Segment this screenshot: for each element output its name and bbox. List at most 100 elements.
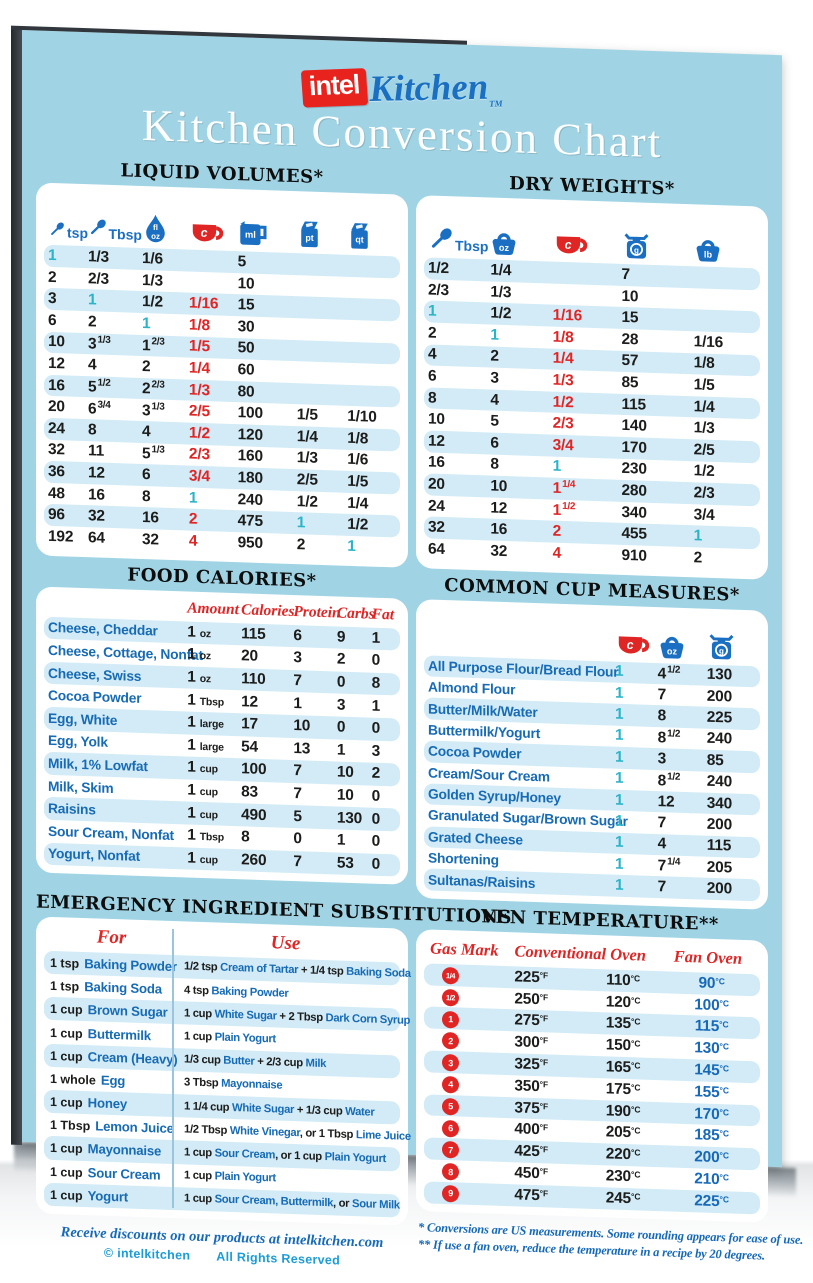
for-cell: 1 cup Buttermilk	[48, 1024, 175, 1043]
gas-mark-badge: 6	[442, 1119, 459, 1138]
table-cell: 5 1/2	[88, 377, 111, 396]
table-cell: 1/16	[552, 306, 582, 325]
column-header-lb: lb	[694, 237, 756, 265]
table-cell: 170	[621, 438, 647, 457]
table-cell: 115	[621, 395, 646, 414]
column-header-conventional-oven: Conventional Oven	[514, 941, 646, 965]
use-segment: Plain Yogurt	[214, 1170, 276, 1185]
table-cell	[553, 294, 622, 296]
kitchen-conversion-chart-poster: intel KitchenTM Kitchen Conversion Chart…	[22, 30, 803, 1267]
table-cell: 4	[490, 391, 499, 409]
table-cell: 8	[371, 674, 381, 692]
table-cell: 50	[237, 339, 255, 358]
table-cell: 2/3	[552, 414, 574, 433]
use-segment: 1/3 cup	[184, 1053, 224, 1067]
table-cell: 1	[371, 629, 381, 647]
common-cup-measures-section: COMMON CUP MEASURES* c oz g All Purpose Fl…	[416, 568, 768, 910]
ingredient-name: Almond Flour	[428, 679, 516, 698]
table-cell: 16	[48, 376, 65, 395]
table-cell: 5	[237, 253, 247, 271]
for-quantity: 1 Tbsp	[50, 1118, 91, 1134]
fan-oven-cell: 90°C	[698, 974, 725, 992]
table-cell: 8	[490, 455, 499, 474]
gas-mark-badge: 1/4	[442, 967, 459, 985]
gas-mark-badge: 9	[442, 1184, 459, 1203]
table-cell: 2	[48, 268, 57, 286]
svg-text:lb: lb	[704, 250, 713, 260]
for-ingredient: Egg	[100, 1072, 126, 1089]
svg-text:pt: pt	[305, 233, 313, 243]
table-cell: 1/6	[141, 250, 163, 268]
table-cell: 80	[237, 382, 255, 401]
fan-oven-cell: 170°C	[694, 1104, 730, 1123]
for-ingredient: Baking Powder	[84, 956, 177, 975]
table-cell: 1/5	[296, 406, 318, 425]
use-segment: 3 Tbsp	[184, 1076, 222, 1090]
gram-scale-icon: g	[709, 633, 734, 659]
for-cell: 1 cup Honey	[48, 1094, 175, 1113]
table-cell: 12	[241, 692, 258, 711]
fahrenheit-cell: 475°F	[514, 1186, 549, 1204]
cup-icon: c	[556, 236, 587, 254]
table-header-row: tsp Tbsp fl oz c ml pt qt	[44, 187, 400, 257]
gas-mark-cell: 6	[428, 1118, 484, 1138]
table-cell: 1	[552, 457, 562, 476]
fahrenheit-cell: 250°F	[514, 989, 549, 1008]
table-cell: 13	[293, 739, 311, 758]
use-segment: + 2 Tbsp	[276, 1010, 326, 1024]
use-segment: 1 cup	[184, 1146, 215, 1160]
table-cell: 10	[48, 333, 65, 351]
table-cell	[694, 299, 756, 301]
table-cell: 2	[428, 324, 437, 342]
table-cell: 24	[428, 497, 445, 515]
table-cell: 0	[336, 673, 346, 691]
table-cell: 6	[48, 311, 57, 329]
amount-cell: 1 cup	[187, 781, 218, 799]
table-cell: 7	[657, 685, 666, 704]
gas-mark-cell: 2	[428, 1030, 484, 1050]
table-cell	[553, 273, 622, 275]
brand-kitchen-script: KitchenTM	[368, 66, 504, 111]
fan-oven-cell: 100°C	[694, 995, 730, 1014]
table-cell: 455	[621, 525, 647, 543]
table-cell: 1	[614, 791, 624, 809]
table-cell: 3/4	[693, 505, 715, 524]
table-cell: 4	[657, 835, 666, 853]
tablespoon-icon	[90, 219, 106, 235]
table-cell: 32	[48, 441, 65, 459]
use-segment: 1 cup	[184, 1192, 215, 1206]
table-cell: 8 1/2	[657, 771, 681, 790]
table-cell: 1/4	[693, 397, 715, 416]
oven-temperature-section: OVEN TEMPERATURE** Gas Mark Conventional…	[416, 898, 803, 1282]
use-segment: White Sugar	[214, 1008, 277, 1023]
use-segment: 1 cup	[184, 1169, 215, 1183]
table-cell: 8 1/2	[657, 728, 681, 747]
use-segment: Mayonnaise	[221, 1077, 283, 1093]
table-cell: 6 3/4	[88, 399, 111, 418]
use-cell: 1 cup Sour Cream, Buttermilk, or Sour Mi…	[175, 1192, 400, 1212]
table-cell: 32	[490, 542, 508, 560]
food-name: Milk, Skim	[48, 778, 114, 796]
table-cell: 3	[48, 290, 57, 308]
food-name: Egg, Yolk	[48, 733, 108, 751]
table-cell: 17	[241, 715, 258, 734]
gas-mark-cell: 1	[428, 1009, 484, 1029]
for-quantity: 1 cup	[50, 1141, 83, 1157]
table-cell: 12	[88, 464, 105, 482]
gas-mark-badge: 7	[442, 1141, 459, 1159]
table-cell: 1	[141, 314, 151, 333]
trademark-symbol: TM	[489, 98, 504, 109]
table-cell: 1/3	[490, 283, 512, 301]
table-cell: 1	[614, 855, 624, 873]
food-calories-section: FOOD CALORIES* Amount Calories Protein Carb…	[36, 555, 408, 898]
use-segment: + 1/3 cup	[294, 1103, 346, 1118]
column-header-tsp: tsp	[48, 217, 88, 242]
use-segment: Sour Cream	[214, 1147, 276, 1162]
use-cell: 1/2 tsp Cream of Tartar + 1/4 tsp Baking…	[175, 961, 411, 981]
column-label: Tbsp	[455, 237, 489, 255]
table-cell	[694, 321, 756, 323]
table-cell: 4	[141, 422, 151, 441]
table-cell: 1	[614, 684, 624, 702]
table-cell: 1	[490, 326, 499, 344]
use-segment: Sour Cream, Buttermilk	[214, 1193, 334, 1210]
